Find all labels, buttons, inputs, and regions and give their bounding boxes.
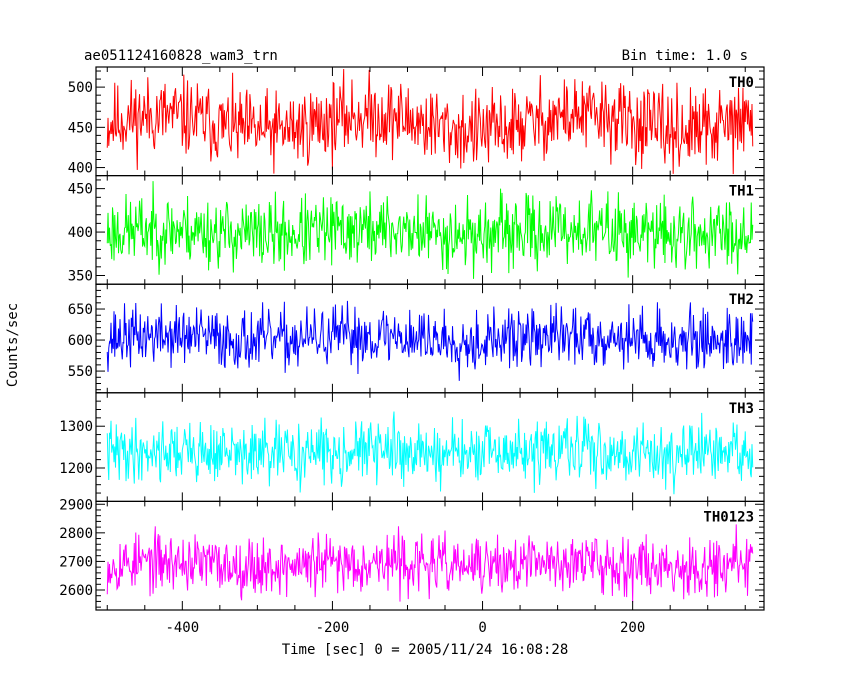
series-line-th3: [106, 411, 754, 495]
x-tick-label: 0: [478, 620, 486, 636]
y-axis-label: Counts/sec: [5, 303, 21, 387]
series-label-th0123: TH0123: [703, 509, 754, 525]
y-tick-label: 400: [68, 225, 93, 241]
series-line-th0123: [106, 524, 754, 603]
panels-group: 400 450 500 TH0 350 400 450 TH1 550 600 650 TH2 1200…: [59, 66, 765, 611]
x-axis-label: Time [sec] 0 = 2005/11/24 16:08:28: [282, 642, 569, 658]
series-line-th0: [106, 68, 754, 175]
y-tick-label: 450: [68, 182, 93, 198]
panel-th3: 1200 1300 TH3: [59, 392, 765, 502]
y-tick-label: 350: [68, 269, 93, 285]
y-tick-label: 400: [68, 161, 93, 177]
x-axis: -400 -200 0 200: [165, 620, 645, 636]
y-tick-label: 600: [68, 333, 93, 349]
panel-frame: [95, 392, 765, 502]
panel-th0: 400 450 500 TH0: [68, 66, 765, 177]
series-label-th2: TH2: [729, 292, 754, 308]
panel-th0123: 2600 2700 2800 2900 TH0123: [59, 497, 765, 611]
x-tick-label: 200: [620, 620, 645, 636]
series-label-th3: TH3: [729, 401, 754, 417]
bin-time-label: Bin time: 1.0 s: [622, 48, 748, 64]
y-tick-label: 650: [68, 302, 93, 318]
panel-th2: 550 600 650 TH2: [68, 283, 765, 394]
y-tick-label: 2600: [59, 583, 93, 599]
y-tick-label: 2800: [59, 526, 93, 542]
series-line-th1: [106, 181, 754, 279]
y-tick-label: 550: [68, 364, 93, 380]
x-tick-label: -400: [165, 620, 199, 636]
y-tick-label: 1300: [59, 419, 93, 435]
y-tick-label: 2700: [59, 554, 93, 570]
panel-th1: 350 400 450 TH1: [68, 175, 765, 285]
chart-title: ae051124160828_wam3_trn: [84, 48, 278, 64]
y-tick-label: 500: [68, 80, 93, 96]
y-tick-label: 2900: [59, 497, 93, 513]
y-tick-label: 450: [68, 120, 93, 136]
series-label-th0: TH0: [729, 75, 754, 91]
x-tick-label: -200: [316, 620, 350, 636]
y-tick-label: 1200: [59, 461, 93, 477]
series-label-th1: TH1: [729, 184, 754, 200]
series-line-th2: [106, 300, 754, 381]
